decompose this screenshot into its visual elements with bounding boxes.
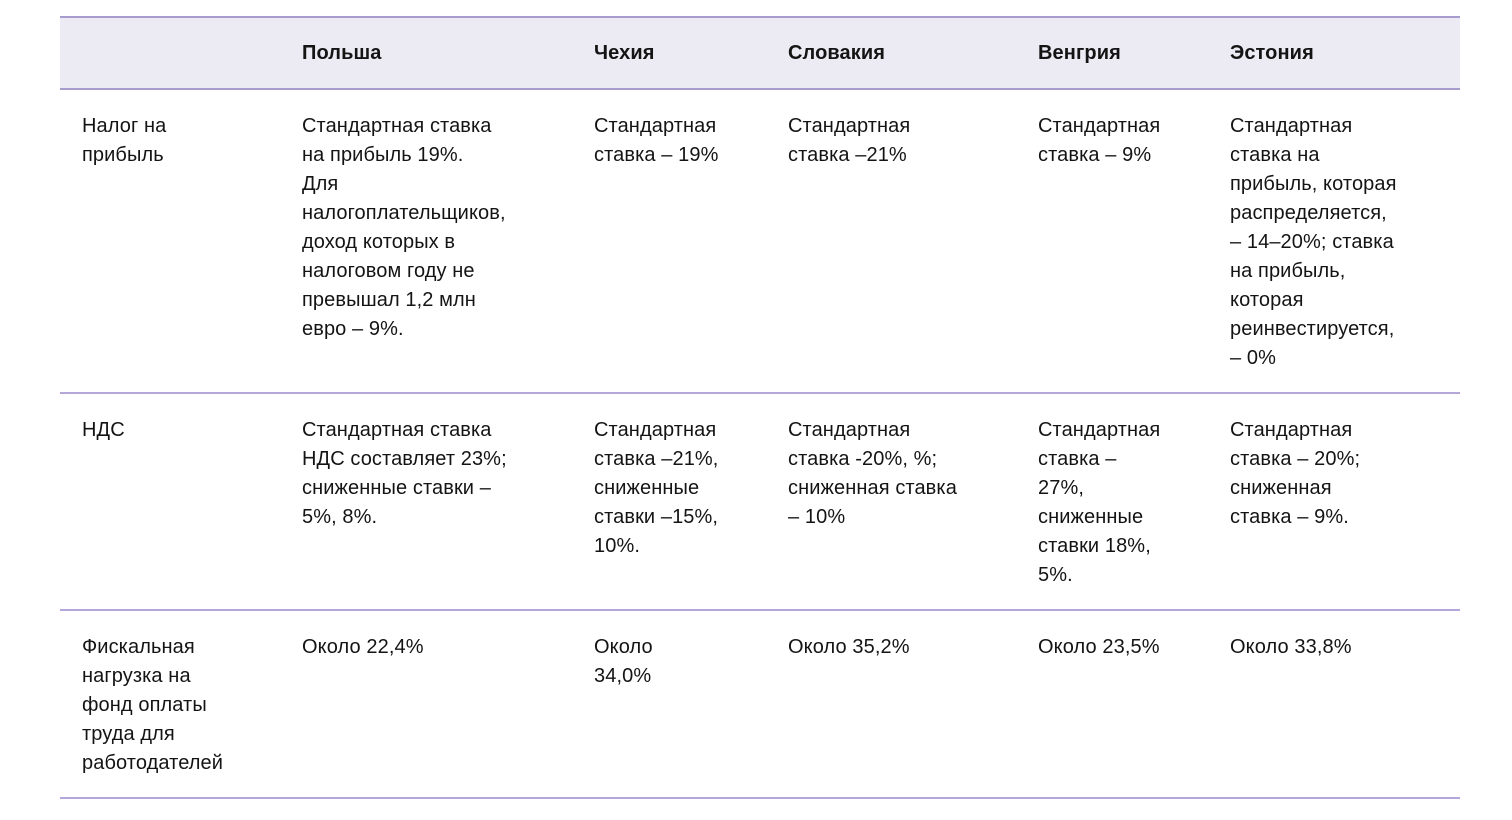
column-header-estonia: Эстония	[1230, 41, 1314, 64]
table-cell: Стандартная ставка – 20%; сниженная став…	[1230, 419, 1361, 528]
table-cell: Стандартная ставка –21%, сниженные ставк…	[594, 419, 719, 557]
column-header-empty	[60, 17, 302, 89]
table-cell: Около 33,8%	[1230, 636, 1352, 658]
table-cell: Стандартная ставка –21%	[788, 115, 911, 166]
column-header-czechia: Чехия	[594, 41, 655, 64]
table-row-payroll-burden: Фискальная нагрузка на фонд оплаты труда…	[60, 610, 1460, 798]
header-row: Польша Чехия Словакия Венгрия Эстония	[60, 17, 1460, 89]
row-label: Налог на прибыль	[82, 115, 167, 166]
row-label: НДС	[82, 419, 125, 441]
table-cell: Стандартная ставка – 19%	[594, 115, 719, 166]
table-row-vat: НДС Стандартная ставка НДС составляет 23…	[60, 393, 1460, 610]
row-label: Фискальная нагрузка на фонд оплаты труда…	[82, 636, 224, 774]
table-cell: Стандартная ставка на прибыль 19%. Для н…	[302, 115, 506, 340]
table-cell: Стандартная ставка – 9%	[1038, 115, 1161, 166]
table-header: Польша Чехия Словакия Венгрия Эстония	[60, 17, 1460, 89]
table-cell: Около 35,2%	[788, 636, 910, 658]
column-header-hungary: Венгрия	[1038, 41, 1121, 64]
table-body: Налог на прибыль Стандартная ставка на п…	[60, 89, 1460, 798]
column-header-poland: Польша	[302, 41, 382, 64]
column-header-slovakia: Словакия	[788, 41, 886, 64]
tax-comparison-table: Польша Чехия Словакия Венгрия Эстония На…	[60, 16, 1460, 799]
table-cell: Стандартная ставка – 27%, сниженные став…	[1038, 419, 1161, 586]
table-cell: Стандартная ставка НДС составляет 23%; с…	[302, 419, 507, 528]
table-cell: Около 22,4%	[302, 636, 424, 658]
table-cell: Около 34,0%	[594, 636, 653, 687]
table-cell: Стандартная ставка -20%, %; сниженная ст…	[788, 419, 957, 528]
table-row-profit-tax: Налог на прибыль Стандартная ставка на п…	[60, 89, 1460, 393]
table-cell: Около 23,5%	[1038, 636, 1160, 658]
table-cell: Стандартная ставка на прибыль, которая р…	[1230, 115, 1397, 369]
